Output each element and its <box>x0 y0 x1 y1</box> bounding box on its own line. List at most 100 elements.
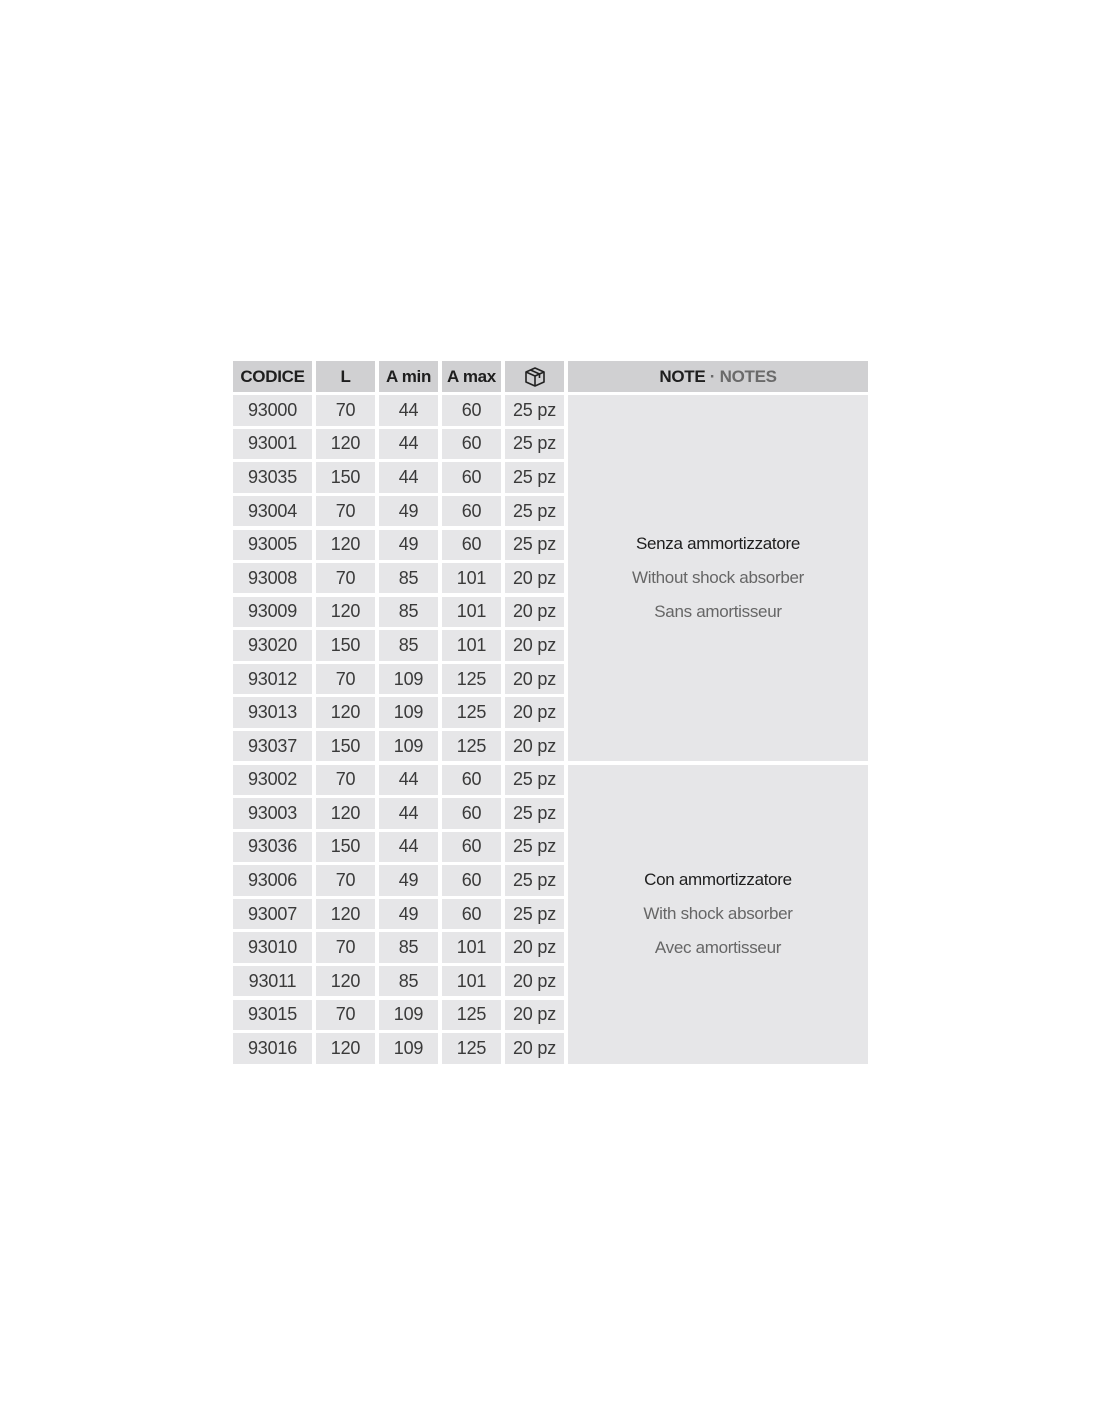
cell-code: 93002 <box>233 764 312 795</box>
product-table: CODICE L A min A max NOTE · NOTES Senza … <box>233 361 868 1064</box>
cell-a-min: 44 <box>379 798 438 829</box>
cell-pack: 20 pz <box>505 730 564 762</box>
cell-pack: 25 pz <box>505 764 564 795</box>
cell-a-max: 60 <box>442 428 501 460</box>
cell-a-max: 101 <box>442 630 501 661</box>
note-fr: Sans amortisseur <box>654 602 782 622</box>
cell-pack: 25 pz <box>505 529 564 560</box>
cell-a-min: 109 <box>379 1033 438 1064</box>
cell-l: 150 <box>316 831 375 863</box>
cell-code: 93015 <box>233 999 312 1030</box>
cell-pack: 20 pz <box>505 630 564 661</box>
cell-a-min: 109 <box>379 663 438 695</box>
cell-a-max: 60 <box>442 495 501 527</box>
cell-pack: 25 pz <box>505 428 564 460</box>
note-en: With shock absorber <box>643 904 793 924</box>
cell-code: 93010 <box>233 932 312 963</box>
cell-a-min: 44 <box>379 395 438 426</box>
cell-a-min: 49 <box>379 495 438 527</box>
cell-code: 93005 <box>233 529 312 560</box>
cell-l: 120 <box>316 596 375 628</box>
header-a-max: A max <box>442 361 501 392</box>
cell-a-max: 101 <box>442 932 501 963</box>
cell-code: 93001 <box>233 428 312 460</box>
cell-a-max: 125 <box>442 697 501 728</box>
cell-a-min: 44 <box>379 831 438 863</box>
cell-a-max: 125 <box>442 999 501 1030</box>
cell-l: 70 <box>316 865 375 896</box>
note-en: Without shock absorber <box>632 568 804 588</box>
cell-a-max: 60 <box>442 395 501 426</box>
cell-l: 70 <box>316 563 375 594</box>
box-icon <box>524 366 545 387</box>
cell-code: 93016 <box>233 1033 312 1064</box>
cell-l: 120 <box>316 1033 375 1064</box>
cell-a-max: 60 <box>442 764 501 795</box>
cell-a-min: 44 <box>379 462 438 493</box>
header-note-en: NOTES <box>719 366 777 386</box>
cell-l: 120 <box>316 798 375 829</box>
cell-l: 120 <box>316 697 375 728</box>
cell-pack: 20 pz <box>505 932 564 963</box>
cell-code: 93020 <box>233 630 312 661</box>
cell-pack: 20 pz <box>505 966 564 997</box>
cell-a-min: 85 <box>379 563 438 594</box>
cell-a-max: 60 <box>442 865 501 896</box>
header-note-it: NOTE <box>659 366 706 386</box>
cell-code: 93037 <box>233 730 312 762</box>
note-it: Con ammortizzatore <box>644 870 792 890</box>
cell-l: 150 <box>316 730 375 762</box>
cell-l: 120 <box>316 529 375 560</box>
cell-l: 120 <box>316 966 375 997</box>
cell-a-min: 85 <box>379 932 438 963</box>
cell-l: 70 <box>316 395 375 426</box>
cell-a-min: 49 <box>379 865 438 896</box>
cell-code: 93036 <box>233 831 312 863</box>
cell-code: 93006 <box>233 865 312 896</box>
cell-pack: 25 pz <box>505 395 564 426</box>
cell-code: 93035 <box>233 462 312 493</box>
cell-l: 70 <box>316 764 375 795</box>
cell-code: 93011 <box>233 966 312 997</box>
cell-pack: 25 pz <box>505 462 564 493</box>
cell-a-max: 60 <box>442 831 501 863</box>
cell-a-min: 44 <box>379 764 438 795</box>
notes-without-shock-absorber: Senza ammortizzatore Without shock absor… <box>568 395 868 762</box>
cell-pack: 25 pz <box>505 798 564 829</box>
cell-a-max: 101 <box>442 596 501 628</box>
cell-l: 150 <box>316 462 375 493</box>
cell-a-min: 49 <box>379 529 438 560</box>
cell-a-min: 85 <box>379 596 438 628</box>
cell-a-min: 44 <box>379 428 438 460</box>
note-fr: Avec amortisseur <box>654 938 782 958</box>
cell-pack: 20 pz <box>505 999 564 1030</box>
cell-code: 93007 <box>233 898 312 930</box>
cell-code: 93003 <box>233 798 312 829</box>
cell-a-min: 49 <box>379 898 438 930</box>
cell-pack: 20 pz <box>505 663 564 695</box>
header-a-min: A min <box>379 361 438 392</box>
cell-l: 120 <box>316 898 375 930</box>
header-pack <box>505 361 564 392</box>
cell-pack: 25 pz <box>505 898 564 930</box>
cell-pack: 25 pz <box>505 865 564 896</box>
notes-with-shock-absorber: Con ammortizzatore With shock absorber A… <box>568 764 868 1064</box>
cell-a-max: 101 <box>442 563 501 594</box>
cell-pack: 25 pz <box>505 495 564 527</box>
header-note-sep: · <box>705 366 720 386</box>
header-codice: CODICE <box>233 361 312 392</box>
cell-code: 93008 <box>233 563 312 594</box>
cell-a-max: 60 <box>442 898 501 930</box>
cell-a-max: 60 <box>442 462 501 493</box>
cell-pack: 20 pz <box>505 1033 564 1064</box>
cell-a-min: 109 <box>379 730 438 762</box>
cell-pack: 20 pz <box>505 697 564 728</box>
cell-code: 93012 <box>233 663 312 695</box>
cell-l: 70 <box>316 663 375 695</box>
cell-l: 70 <box>316 932 375 963</box>
cell-code: 93013 <box>233 697 312 728</box>
cell-a-min: 109 <box>379 999 438 1030</box>
cell-a-max: 125 <box>442 730 501 762</box>
cell-code: 93000 <box>233 395 312 426</box>
cell-code: 93009 <box>233 596 312 628</box>
